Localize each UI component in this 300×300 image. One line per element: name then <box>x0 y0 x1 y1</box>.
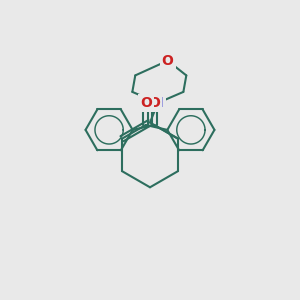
Text: O: O <box>140 96 152 110</box>
Text: N: N <box>152 96 164 110</box>
Text: O: O <box>162 54 174 68</box>
Text: O: O <box>148 96 160 110</box>
